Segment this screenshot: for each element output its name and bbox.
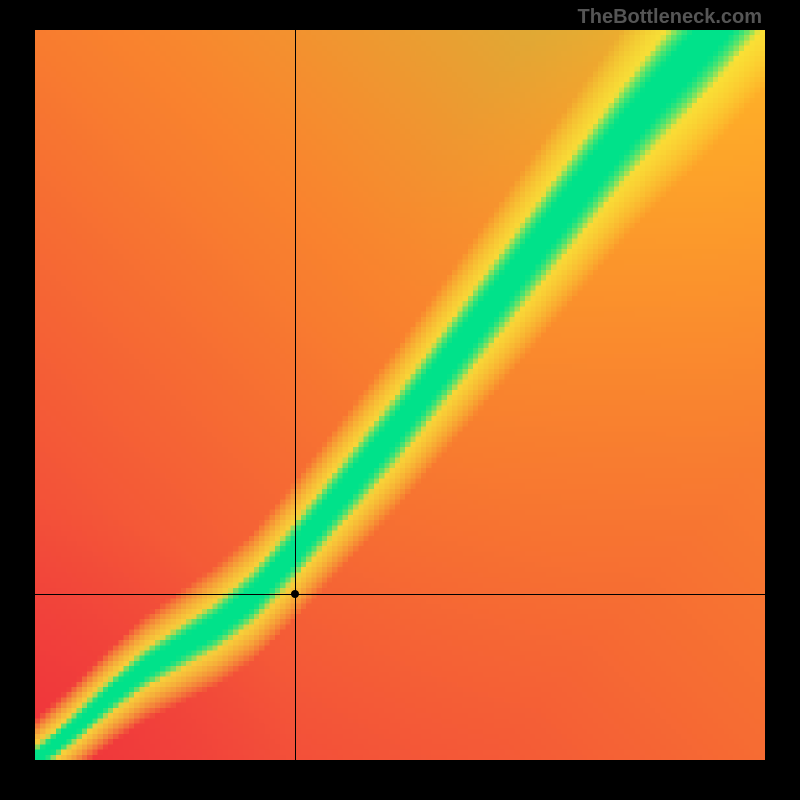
crosshair-horizontal xyxy=(35,594,765,595)
watermark-text: TheBottleneck.com xyxy=(578,6,762,29)
crosshair-vertical xyxy=(295,30,296,760)
crosshair-marker xyxy=(291,590,299,598)
heatmap-plot xyxy=(35,30,765,760)
heatmap-canvas xyxy=(35,30,765,760)
